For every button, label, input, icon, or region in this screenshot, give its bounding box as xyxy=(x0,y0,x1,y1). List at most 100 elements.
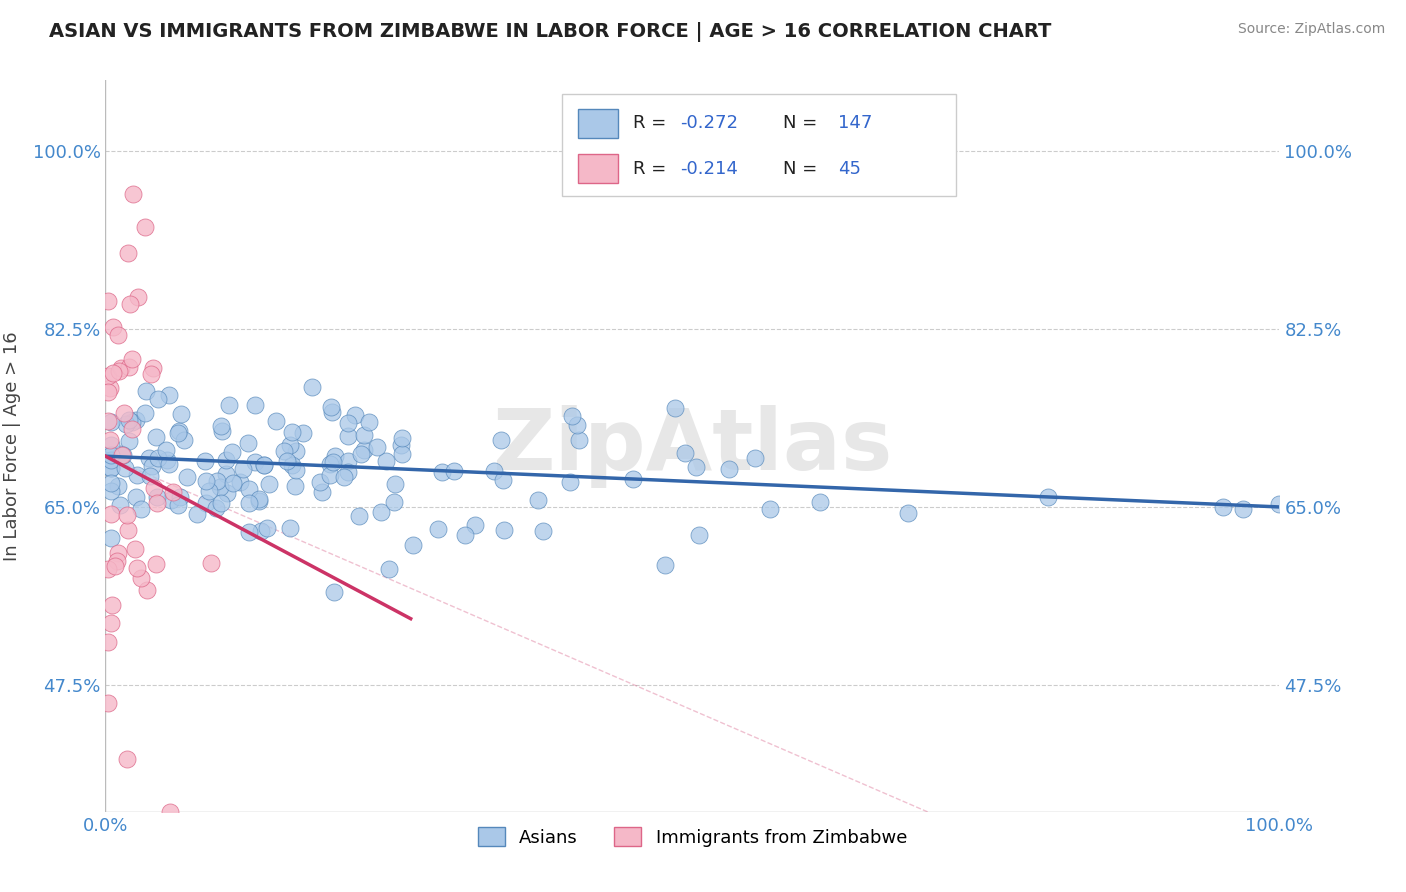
Point xyxy=(125,413,148,427)
Point xyxy=(443,465,465,479)
Point xyxy=(238,525,260,540)
Point xyxy=(1212,500,1234,514)
Point xyxy=(157,458,180,472)
Point xyxy=(264,414,287,428)
Point xyxy=(166,498,188,512)
Point xyxy=(97,384,120,399)
Point xyxy=(115,417,138,431)
Point xyxy=(186,507,208,521)
Point xyxy=(111,448,134,462)
Point xyxy=(685,460,707,475)
Point xyxy=(382,495,405,509)
Point xyxy=(353,442,375,457)
Point xyxy=(718,462,741,476)
Point xyxy=(141,459,163,474)
Point xyxy=(311,485,333,500)
Point xyxy=(215,485,238,500)
Point xyxy=(214,467,236,481)
Point xyxy=(319,457,342,471)
Point xyxy=(146,392,169,407)
Point xyxy=(744,450,766,465)
Point xyxy=(337,453,360,467)
Point xyxy=(118,297,141,311)
Point xyxy=(101,319,124,334)
Point xyxy=(359,415,381,429)
Point xyxy=(211,425,233,439)
Point xyxy=(1232,501,1254,516)
Point xyxy=(280,520,302,534)
Point xyxy=(100,415,122,429)
Point xyxy=(218,398,240,412)
Point xyxy=(621,472,644,486)
Point xyxy=(138,450,160,465)
Point xyxy=(281,425,304,439)
Point xyxy=(100,483,122,498)
Point xyxy=(200,556,222,570)
FancyBboxPatch shape xyxy=(578,154,617,183)
Point xyxy=(366,440,388,454)
Point xyxy=(558,475,581,489)
Point xyxy=(115,752,138,766)
Point xyxy=(236,435,259,450)
Point xyxy=(427,522,450,536)
Point xyxy=(430,465,453,479)
Point xyxy=(167,426,190,441)
Point xyxy=(688,528,710,542)
Point xyxy=(391,431,413,445)
Point xyxy=(110,361,132,376)
Point xyxy=(273,443,295,458)
Point xyxy=(252,458,274,473)
Point xyxy=(353,428,375,442)
Point xyxy=(159,805,181,819)
Point xyxy=(243,398,266,412)
Point xyxy=(402,539,425,553)
Point xyxy=(124,542,146,557)
Point xyxy=(285,463,308,477)
Point xyxy=(531,524,554,538)
Point xyxy=(100,615,122,630)
Point xyxy=(100,598,122,612)
Point xyxy=(276,454,298,468)
Point xyxy=(198,483,221,498)
Point xyxy=(108,363,131,377)
Point xyxy=(97,562,120,576)
Point xyxy=(347,509,370,524)
Point xyxy=(145,557,167,571)
Point xyxy=(112,406,135,420)
Point xyxy=(337,416,360,430)
Point xyxy=(222,476,245,491)
Point xyxy=(337,465,360,479)
Text: Source: ZipAtlas.com: Source: ZipAtlas.com xyxy=(1237,22,1385,37)
Point xyxy=(125,468,148,483)
Point xyxy=(121,186,143,201)
Point xyxy=(221,445,243,459)
Point xyxy=(759,502,782,516)
Point xyxy=(155,443,177,458)
Point xyxy=(108,498,131,512)
Point xyxy=(127,290,149,304)
Point xyxy=(156,453,179,467)
Point xyxy=(389,437,412,451)
Point xyxy=(333,470,356,484)
Point xyxy=(125,490,148,504)
Point xyxy=(136,583,159,598)
Point xyxy=(323,449,346,463)
Point xyxy=(204,500,226,515)
Point xyxy=(322,455,344,469)
Point xyxy=(228,475,250,489)
Point xyxy=(374,454,396,468)
Point xyxy=(464,518,486,533)
Text: -0.272: -0.272 xyxy=(681,114,738,132)
Point xyxy=(107,479,129,493)
Point xyxy=(378,562,401,576)
Point xyxy=(162,485,184,500)
Point xyxy=(141,361,163,376)
Point xyxy=(232,461,254,475)
FancyBboxPatch shape xyxy=(578,109,617,137)
Point xyxy=(281,458,304,472)
Point xyxy=(350,447,373,461)
Text: ZipAtlas: ZipAtlas xyxy=(492,404,893,488)
Point xyxy=(98,433,121,447)
Point xyxy=(107,327,129,342)
Point xyxy=(118,360,141,375)
